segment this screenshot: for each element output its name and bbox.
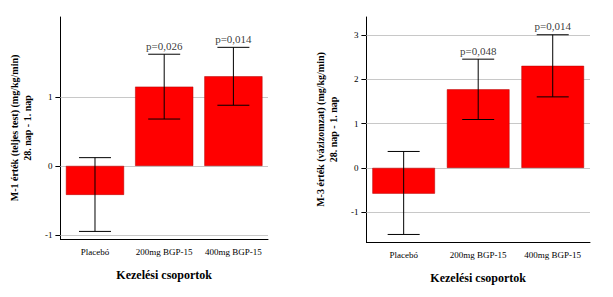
svg-text:28. nap - 1. nap: 28. nap - 1. nap	[22, 95, 33, 161]
svg-text:2: 2	[354, 74, 359, 84]
svg-text:200mg BGP-15: 200mg BGP-15	[136, 247, 193, 257]
svg-text:28. nap - 1. nap: 28. nap - 1. nap	[328, 96, 339, 162]
svg-text:Placebó: Placebó	[389, 250, 418, 260]
svg-text:400mg BGP-15: 400mg BGP-15	[524, 250, 581, 260]
svg-text:Kezelési csoportok: Kezelési csoportok	[430, 271, 526, 285]
svg-text:200mg BGP-15: 200mg BGP-15	[450, 250, 507, 260]
svg-text:0: 0	[48, 161, 53, 171]
svg-text:400mg BGP-15: 400mg BGP-15	[205, 247, 262, 257]
svg-text:Placebó: Placebó	[81, 247, 110, 257]
svg-text:p=0,048: p=0,048	[460, 45, 497, 57]
svg-text:M-3 érték (vázizomzat) (mg/kg/: M-3 érték (vázizomzat) (mg/kg/min)	[315, 52, 327, 207]
svg-text:3: 3	[354, 30, 359, 40]
svg-text:1: 1	[354, 119, 359, 129]
svg-text:1: 1	[48, 92, 53, 102]
svg-text:0: 0	[354, 163, 359, 173]
svg-text:p=0,014: p=0,014	[215, 33, 252, 45]
svg-text:p=0,026: p=0,026	[146, 40, 183, 52]
svg-text:Kezelési csoportok: Kezelési csoportok	[116, 268, 212, 282]
svg-text:M-1 érték (teljes test) (mg/kg: M-1 érték (teljes test) (mg/kg/min)	[9, 55, 21, 202]
svg-text:-1: -1	[351, 207, 359, 217]
svg-text:p=0,014: p=0,014	[534, 20, 571, 32]
svg-text:-1: -1	[45, 230, 53, 240]
